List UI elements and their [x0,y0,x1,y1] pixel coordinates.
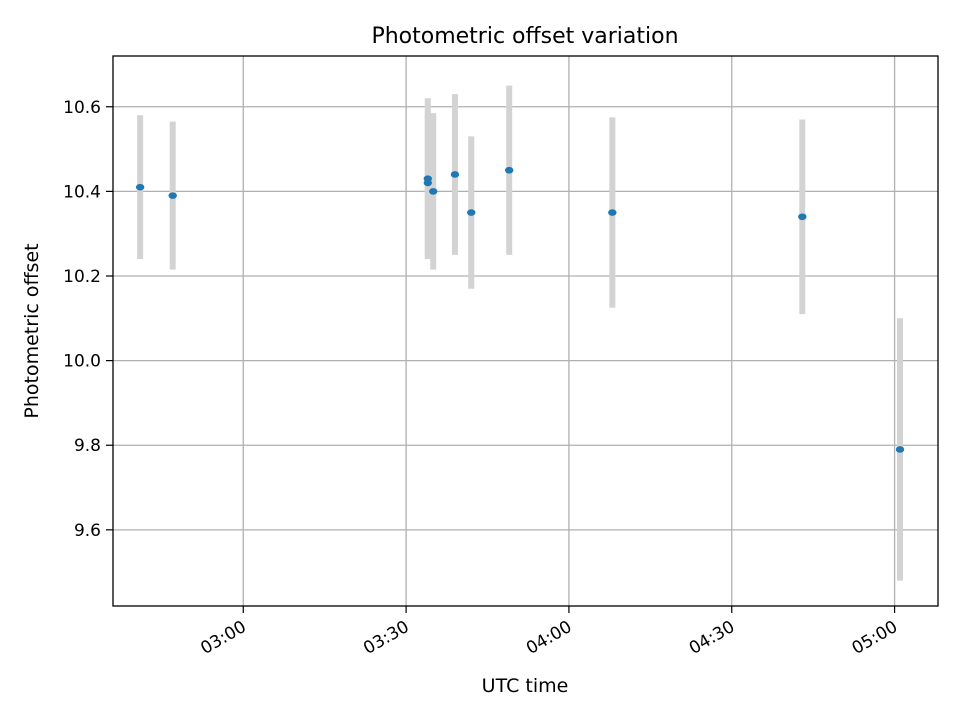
y-axis-label: Photometric offset [21,243,43,418]
y-axis: 9.6 9.8 10.0 10.2 10.4 10.6 [63,98,113,541]
x-axis-label: UTC time [482,675,569,697]
data-point [423,175,433,182]
data-point [168,192,177,199]
data-point [467,209,476,216]
data-point [505,166,514,174]
y-tick-label: 9.8 [74,436,101,456]
y-tick-label: 10.2 [63,267,101,287]
data-point [798,213,807,221]
chart-title: Photometric offset variation [371,24,678,49]
plot-frame [112,55,939,607]
data-point [895,446,905,453]
data-point [135,183,145,191]
y-tick-label: 10.4 [63,182,101,202]
y-tick-label: 9.6 [74,521,101,541]
data-point [429,188,438,195]
y-tick-label: 10.0 [63,352,101,372]
y-tick-label: 10.6 [63,98,101,118]
data-point [450,171,460,178]
data-point [608,209,617,216]
data-points [135,166,905,453]
